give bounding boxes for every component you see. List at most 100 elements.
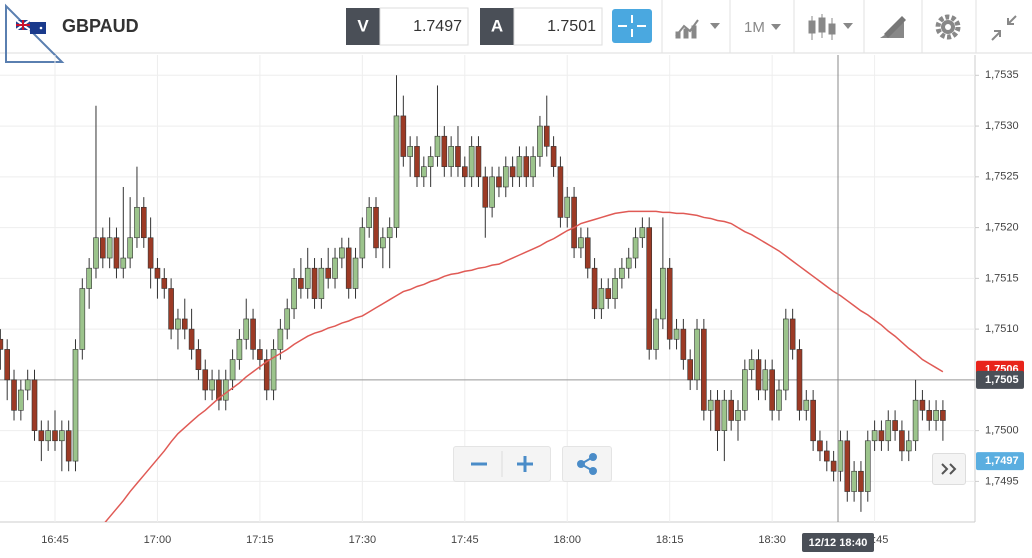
candle-body xyxy=(721,399,728,431)
candle-body xyxy=(550,146,557,167)
crosshair-icon xyxy=(618,15,646,37)
candle-body xyxy=(120,257,127,269)
candle-body xyxy=(496,176,502,188)
candle-body xyxy=(605,288,612,299)
candle-body xyxy=(619,267,625,279)
candle-body xyxy=(564,196,571,218)
candle-body xyxy=(352,257,359,289)
candle-body xyxy=(257,349,263,360)
share-button[interactable] xyxy=(562,446,612,482)
candle-body xyxy=(762,369,769,391)
candle-body xyxy=(789,318,796,350)
candle-body xyxy=(571,196,577,249)
candle-body xyxy=(195,349,202,371)
candle-body xyxy=(919,399,926,411)
candle-body xyxy=(332,257,338,279)
x-tick-label: 18:00 xyxy=(553,534,581,546)
candle-body xyxy=(707,399,714,411)
y-tick-label: 1,7530 xyxy=(985,120,1019,132)
candle-body xyxy=(742,369,748,411)
candle-body xyxy=(243,318,250,340)
candle-body xyxy=(625,257,632,269)
candle-body xyxy=(209,379,215,391)
candle-body xyxy=(325,267,332,279)
ask-button[interactable] xyxy=(480,8,514,45)
candle-body xyxy=(448,146,454,167)
moving-average xyxy=(104,210,944,522)
candle-style-button[interactable] xyxy=(808,14,853,40)
candle-body xyxy=(0,338,4,350)
candle-body xyxy=(543,125,550,147)
candle-body xyxy=(783,318,789,391)
candle-body xyxy=(823,450,830,462)
crosshair-tag xyxy=(802,533,874,552)
candle-body xyxy=(236,338,243,360)
candle-body xyxy=(502,166,509,188)
crosshair-label: 12/12 18:40 xyxy=(809,537,868,549)
candle-body xyxy=(537,125,543,157)
candle-body xyxy=(530,156,536,178)
candle-body xyxy=(263,359,270,391)
candle-body xyxy=(899,430,905,452)
bid-button[interactable] xyxy=(346,8,380,45)
candle-body xyxy=(482,176,489,208)
candle-body xyxy=(24,379,31,391)
candle-body xyxy=(817,440,823,452)
candle-body xyxy=(680,328,687,360)
collapse-button[interactable] xyxy=(991,15,1017,41)
candle-body xyxy=(639,227,646,239)
candle-body xyxy=(598,288,605,310)
candle-body xyxy=(523,156,530,178)
candle-body xyxy=(52,430,58,442)
candle-body xyxy=(72,349,79,462)
candle-body xyxy=(632,237,639,259)
plot-area xyxy=(0,55,975,522)
candle-body xyxy=(837,440,844,472)
settings-button[interactable] xyxy=(935,14,961,40)
candle-body xyxy=(298,278,304,289)
candle-body xyxy=(11,379,17,411)
candle-body xyxy=(687,359,693,381)
candle-body xyxy=(468,146,475,178)
x-tick-label: 16:45 xyxy=(41,534,69,546)
chart-type-button[interactable] xyxy=(675,19,720,39)
zoom-in[interactable] xyxy=(517,456,533,472)
candle-body xyxy=(509,166,516,178)
candle-body xyxy=(127,237,133,259)
y-tick-label: 1,7510 xyxy=(985,323,1019,335)
candle-body xyxy=(345,247,352,289)
candle-body xyxy=(673,328,680,340)
candle-body xyxy=(864,440,871,492)
scroll-right-icon xyxy=(941,463,957,475)
candle-body xyxy=(59,430,65,442)
bid-label: V xyxy=(357,16,369,35)
timeframe[interactable]: 1M xyxy=(744,19,765,36)
candle-body xyxy=(106,237,113,259)
candle-body xyxy=(222,379,229,401)
candle-body xyxy=(93,237,99,269)
candle-body xyxy=(755,359,762,391)
candle-body xyxy=(113,237,120,269)
candle-body xyxy=(304,267,311,289)
candle-body xyxy=(666,267,673,340)
candle-body xyxy=(229,359,236,381)
candle-body xyxy=(796,349,803,411)
crosshair-button[interactable] xyxy=(612,9,652,43)
candle-body xyxy=(926,410,933,421)
candle-body xyxy=(905,440,912,452)
x-tick-label: 17:45 xyxy=(451,534,479,546)
candle-body xyxy=(912,399,919,442)
candle-body xyxy=(339,247,345,259)
drawing-button[interactable] xyxy=(880,16,906,38)
candle-body xyxy=(830,460,837,472)
candle-body xyxy=(140,206,147,239)
candle-body xyxy=(871,430,878,442)
x-tick-label: 18:30 xyxy=(758,534,786,546)
candle-body xyxy=(175,318,181,330)
candle-body xyxy=(714,399,721,431)
toolbar-separators xyxy=(661,0,977,53)
candle-body xyxy=(168,288,174,330)
symbol: GBPAUD xyxy=(62,16,139,36)
scroll-right-button[interactable] xyxy=(932,453,966,485)
